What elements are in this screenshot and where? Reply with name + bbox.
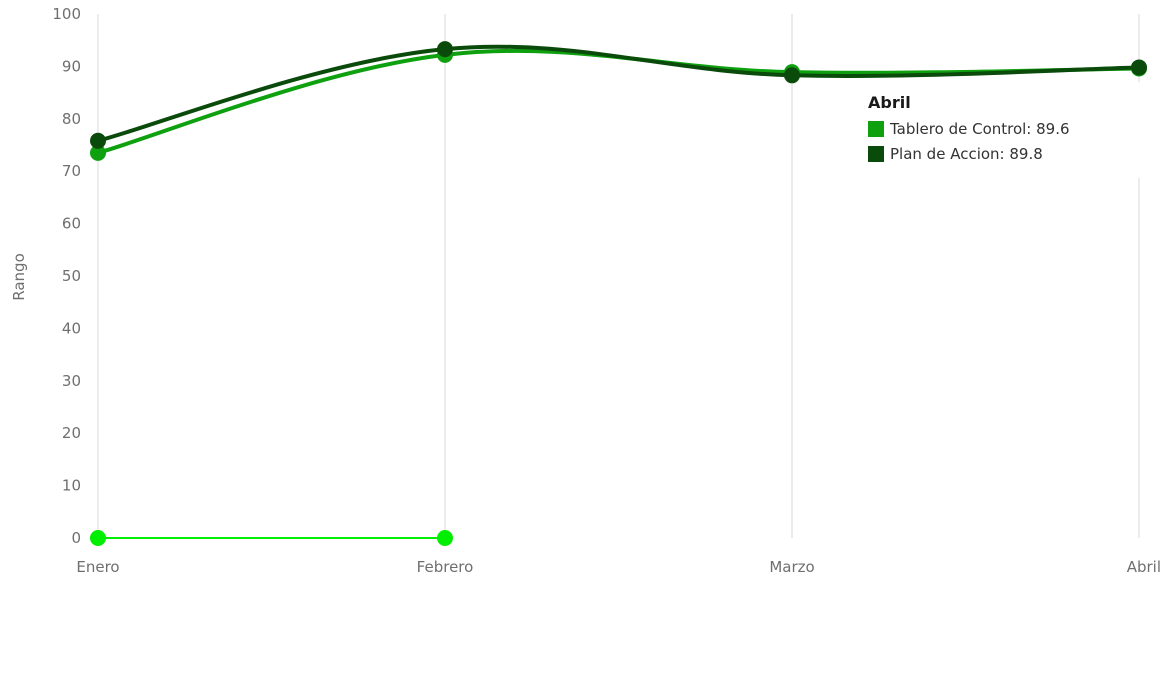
y-axis-ticks: 0 10 20 30 40 50 60 70 80 90 100	[52, 5, 81, 547]
y-tick-30: 30	[62, 372, 81, 390]
y-tick-90: 90	[62, 57, 81, 75]
point-plan-de-accion-enero[interactable]	[90, 132, 106, 149]
y-tick-70: 70	[62, 162, 81, 180]
series-layer	[90, 41, 1147, 546]
y-tick-60: 60	[62, 215, 81, 233]
y-tick-50: 50	[62, 267, 81, 285]
y-tick-10: 10	[62, 477, 81, 495]
y-tick-20: 20	[62, 424, 81, 442]
x-axis-ticks: Enero Febrero Marzo Abril	[76, 558, 1161, 576]
tooltip-title: Abril	[868, 93, 911, 112]
point-tablero-de-control-enero[interactable]	[90, 144, 106, 161]
tooltip: Abril Tablero de Control: 89.6 Plan de A…	[860, 82, 1150, 178]
tooltip-swatch-plan	[868, 146, 884, 162]
y-tick-0: 0	[71, 529, 81, 547]
x-tick-abril: Abril	[1127, 558, 1161, 576]
x-tick-enero: Enero	[76, 558, 119, 576]
tooltip-item-plan: Plan de Accion: 89.8	[890, 145, 1043, 163]
series-line-plan-de-accion	[96, 44, 1141, 143]
point-baseline-series-febrero[interactable]	[437, 530, 453, 546]
point-baseline-series-enero[interactable]	[90, 530, 106, 546]
point-plan-de-accion-marzo[interactable]	[784, 67, 800, 84]
y-tick-100: 100	[52, 5, 81, 23]
y-tick-80: 80	[62, 110, 81, 128]
point-plan-de-accion-febrero[interactable]	[437, 41, 453, 58]
tooltip-item-tablero: Tablero de Control: 89.6	[889, 120, 1070, 138]
y-tick-40: 40	[62, 319, 81, 337]
tooltip-swatch-tablero	[868, 121, 884, 137]
y-axis-title: Rango	[10, 253, 28, 301]
point-plan-de-accion-abril[interactable]	[1131, 59, 1147, 76]
tooltip-background	[860, 82, 1150, 178]
x-tick-marzo: Marzo	[769, 558, 814, 576]
x-tick-febrero: Febrero	[417, 558, 474, 576]
